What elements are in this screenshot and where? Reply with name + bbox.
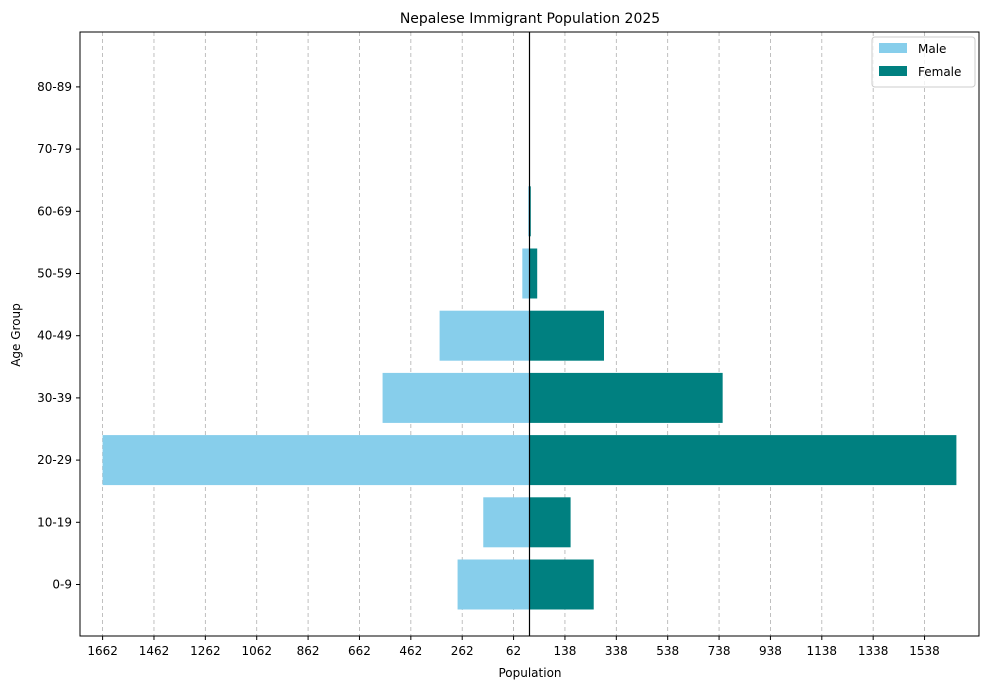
x-tick-label: 538 [656, 644, 679, 658]
bar-female-0-9 [529, 559, 594, 610]
bar-female-30-39 [529, 372, 723, 423]
y-tick-label: 10-19 [37, 515, 72, 529]
x-tick-label: 1538 [909, 644, 940, 658]
legend-swatch-female [879, 66, 907, 76]
bar-male-50-59 [522, 248, 530, 299]
x-tick-label: 462 [399, 644, 422, 658]
x-tick-label: 1662 [87, 644, 118, 658]
y-tick-label: 0-9 [52, 578, 72, 592]
x-tick-label: 1462 [139, 644, 170, 658]
x-tick-label: 62 [506, 644, 521, 658]
y-tick-label: 40-49 [37, 329, 72, 343]
bar-female-50-59 [529, 248, 538, 299]
bar-male-60-69 [528, 186, 530, 237]
x-tick-label: 1062 [241, 644, 272, 658]
x-tick-label: 662 [348, 644, 371, 658]
y-tick-label: 70-79 [37, 142, 72, 156]
bar-male-40-49 [439, 310, 530, 361]
legend: Male Female [871, 36, 976, 88]
bar-male-20-29 [102, 435, 530, 486]
bar-female-40-49 [529, 310, 604, 361]
y-tick-label: 30-39 [37, 391, 72, 405]
y-axis-ticks: 0-9 10-19 20-29 30-39 40-49 50-59 60-69 70-79 80… [37, 80, 80, 592]
x-tick-label: 338 [605, 644, 628, 658]
bar-male-10-19 [483, 497, 530, 548]
x-tick-label: 862 [297, 644, 320, 658]
x-axis-label: Population [498, 666, 561, 680]
plot-frame [79, 31, 980, 637]
bars-layer [102, 186, 957, 610]
y-axis-label: Age Group [9, 303, 23, 367]
legend-swatch-male [879, 43, 907, 53]
legend-label-male: Male [918, 42, 946, 56]
x-tick-label: 138 [553, 644, 576, 658]
grid-layer [102, 32, 925, 636]
legend-label-female: Female [918, 65, 961, 79]
x-tick-label: 1338 [858, 644, 889, 658]
x-tick-label: 1138 [807, 644, 838, 658]
bar-female-60-69 [529, 186, 531, 237]
y-tick-label: 50-59 [37, 267, 72, 281]
x-tick-label: 738 [708, 644, 731, 658]
y-tick-label: 60-69 [37, 204, 72, 218]
chart-title: Nepalese Immigrant Population 2025 [400, 11, 660, 27]
bar-female-20-29 [529, 435, 957, 486]
bar-male-0-9 [457, 559, 530, 610]
x-axis-ticks: 1662 1462 1262 1062 862 662 462 262 62 138 338 538 7… [87, 636, 940, 658]
x-tick-label: 262 [451, 644, 474, 658]
x-tick-label: 1262 [190, 644, 221, 658]
bar-female-10-19 [529, 497, 571, 548]
x-tick-label: 938 [759, 644, 782, 658]
bar-male-30-39 [382, 372, 530, 423]
y-tick-label: 20-29 [37, 453, 72, 467]
y-tick-label: 80-89 [37, 80, 72, 94]
